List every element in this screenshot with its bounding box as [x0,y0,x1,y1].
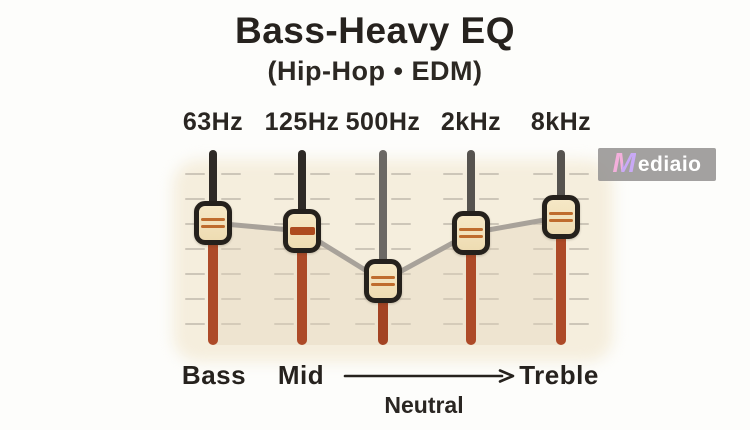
tick-mark [391,298,411,300]
band-label-bass: Bass [181,360,247,390]
tick-mark [221,198,241,200]
slider-track-lower-125hz [297,231,307,345]
tick-mark [310,298,330,300]
tick-mark [185,173,205,175]
tick-mark [569,173,589,175]
freq-label-63hz: 63Hz [182,108,244,136]
page-subtitle: (Hip-Hop • EDM) [267,56,483,86]
tick-mark [221,298,241,300]
tick-mark [310,323,330,325]
tick-mark [185,298,205,300]
knob-grip-line [201,218,225,221]
band-label-treble: Treble [519,360,599,390]
tick-mark [274,173,294,175]
tick-mark [479,323,499,325]
mediaio-logo-icon: M [612,147,636,178]
tick-mark [185,323,205,325]
arrow-label-neutral: Neutral [384,392,464,418]
tick-mark [479,173,499,175]
tick-mark [274,323,294,325]
tick-mark [355,323,375,325]
tick-mark [310,198,330,200]
right-arrow-icon [343,369,515,383]
tick-mark [443,198,463,200]
knob-grip-line [459,235,483,238]
slider-track-upper-125hz [298,150,306,231]
slider-track-upper-8khz [557,150,565,217]
slider-knob-125hz[interactable] [283,209,321,253]
tick-mark [391,198,411,200]
slider-track-lower-500hz [378,281,388,345]
tick-mark [185,248,205,250]
tick-mark [274,198,294,200]
tick-mark [185,273,205,275]
tick-mark [569,323,589,325]
slider-knob-63hz[interactable] [194,201,232,245]
tick-mark [443,298,463,300]
tick-mark [479,298,499,300]
tick-mark [533,298,553,300]
freq-label-8khz: 8kHz [530,108,592,136]
tick-mark [569,248,589,250]
page-title: Bass-Heavy EQ [234,10,516,51]
knob-grip-line [549,219,573,222]
slider-knob-500hz[interactable] [364,259,402,303]
tick-mark [533,323,553,325]
tick-mark [185,198,205,200]
freq-label-2khz: 2kHz [440,108,502,136]
slider-knob-8khz[interactable] [542,195,580,239]
tick-mark [569,273,589,275]
knob-grip-line [549,212,573,215]
slider-track-lower-2khz [466,233,476,345]
tick-mark [355,198,375,200]
slider-knob-2khz[interactable] [452,211,490,255]
tick-mark [274,298,294,300]
slider-track-upper-2khz [467,150,475,233]
knob-grip-band [289,227,315,235]
band-label-mid: Mid [277,360,325,390]
tick-mark [221,173,241,175]
knob-grip-line [371,276,395,279]
tick-mark [391,323,411,325]
slider-track-lower-63hz [208,223,218,345]
tick-mark [355,298,375,300]
tick-mark [443,323,463,325]
tick-mark [569,298,589,300]
freq-label-500hz: 500Hz [345,108,421,136]
tick-mark [391,173,411,175]
tick-mark [479,198,499,200]
tick-mark [310,173,330,175]
slider-track-upper-500hz [379,150,387,281]
tick-mark [569,198,589,200]
slider-track-upper-63hz [209,150,217,223]
slider-track-lower-8khz [556,217,566,345]
watermark-text: ediaio [637,152,702,176]
tick-mark [221,323,241,325]
knob-grip-line [459,228,483,231]
tick-mark [355,173,375,175]
knob-grip-line [371,283,395,286]
freq-label-125hz: 125Hz [264,108,340,136]
watermark-badge: M ediaio [598,148,716,181]
tick-mark [443,173,463,175]
knob-grip-line [201,225,225,228]
tick-mark [533,173,553,175]
